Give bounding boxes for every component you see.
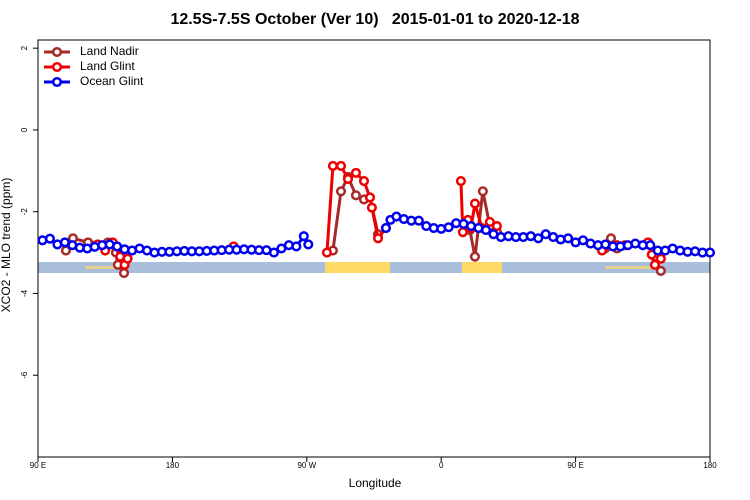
y-tick-label: 0: [20, 127, 29, 132]
series-point: [484, 216, 495, 227]
series-point: [118, 267, 130, 279]
series-point: [350, 167, 361, 178]
series-point: [455, 175, 466, 187]
x-tick-label: 90 E: [567, 461, 583, 470]
land-patch: [325, 262, 390, 273]
series-point: [303, 239, 314, 250]
series-point: [268, 247, 279, 258]
legend-marker: [51, 76, 63, 88]
x-axis-label: Longitude: [349, 476, 402, 490]
x-tick-label: 0: [439, 461, 444, 470]
x-tick-label: 90 W: [297, 461, 316, 470]
legend-label: Land Glint: [80, 59, 135, 73]
legend-label: Ocean Glint: [80, 74, 144, 88]
series-point: [44, 233, 55, 244]
land-patch: [85, 266, 115, 269]
x-tick-label: 90 E: [30, 461, 46, 470]
series-point: [533, 233, 544, 244]
series-point: [291, 241, 302, 252]
series-point: [342, 173, 354, 185]
series-point: [704, 247, 716, 258]
legend-marker: [51, 61, 63, 73]
x-tick-label: 180: [166, 461, 180, 470]
series-point: [469, 251, 480, 262]
y-tick-label: -6: [20, 371, 29, 379]
land-strip: [38, 262, 710, 273]
series-point: [350, 190, 361, 201]
series-point: [477, 186, 488, 197]
y-axis-label: XCO2 - MLO trend (ppm): [0, 178, 13, 313]
series-point: [335, 160, 347, 171]
chart-title: 12.5S-7.5S October (Ver 10) 2015-01-01 t…: [170, 11, 579, 28]
y-tick-label: -4: [20, 289, 29, 297]
series-point: [655, 265, 666, 277]
series-point: [649, 259, 660, 270]
land-patch: [605, 266, 660, 269]
series-point: [655, 253, 666, 264]
legend-label: Land Nadir: [80, 44, 139, 58]
series-point: [645, 240, 656, 251]
series-point: [469, 198, 480, 209]
series-point: [443, 222, 454, 233]
series-point: [372, 233, 384, 244]
series-point: [335, 186, 347, 197]
series-point: [563, 233, 574, 244]
series-point: [366, 202, 377, 213]
legend-marker: [51, 46, 63, 58]
series-point: [380, 223, 391, 234]
series-point: [321, 247, 333, 258]
y-tick-label: 2: [20, 45, 29, 50]
series-point: [122, 253, 133, 264]
series-point: [480, 225, 492, 236]
series-point: [298, 231, 309, 242]
series-point: [364, 192, 376, 203]
y-tick-label: -2: [20, 208, 29, 216]
series-point: [457, 227, 468, 238]
series-point: [358, 175, 370, 187]
series-point: [491, 220, 502, 232]
x-tick-label: 180: [703, 461, 717, 470]
series-point: [413, 215, 424, 226]
series-point: [327, 160, 338, 171]
land-patch: [462, 262, 502, 273]
